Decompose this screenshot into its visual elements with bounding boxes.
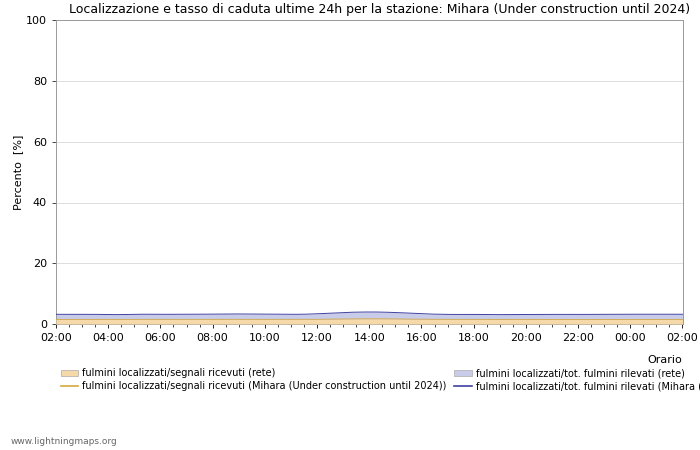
Text: Orario: Orario bbox=[648, 355, 682, 365]
Text: www.lightningmaps.org: www.lightningmaps.org bbox=[10, 436, 118, 446]
Legend: fulmini localizzati/segnali ricevuti (rete), fulmini localizzati/segnali ricevut: fulmini localizzati/segnali ricevuti (re… bbox=[61, 369, 700, 391]
Text: Localizzazione e tasso di caduta ultime 24h per la stazione: Mihara (Under const: Localizzazione e tasso di caduta ultime … bbox=[69, 3, 690, 16]
Y-axis label: Percento  [%]: Percento [%] bbox=[13, 135, 23, 210]
